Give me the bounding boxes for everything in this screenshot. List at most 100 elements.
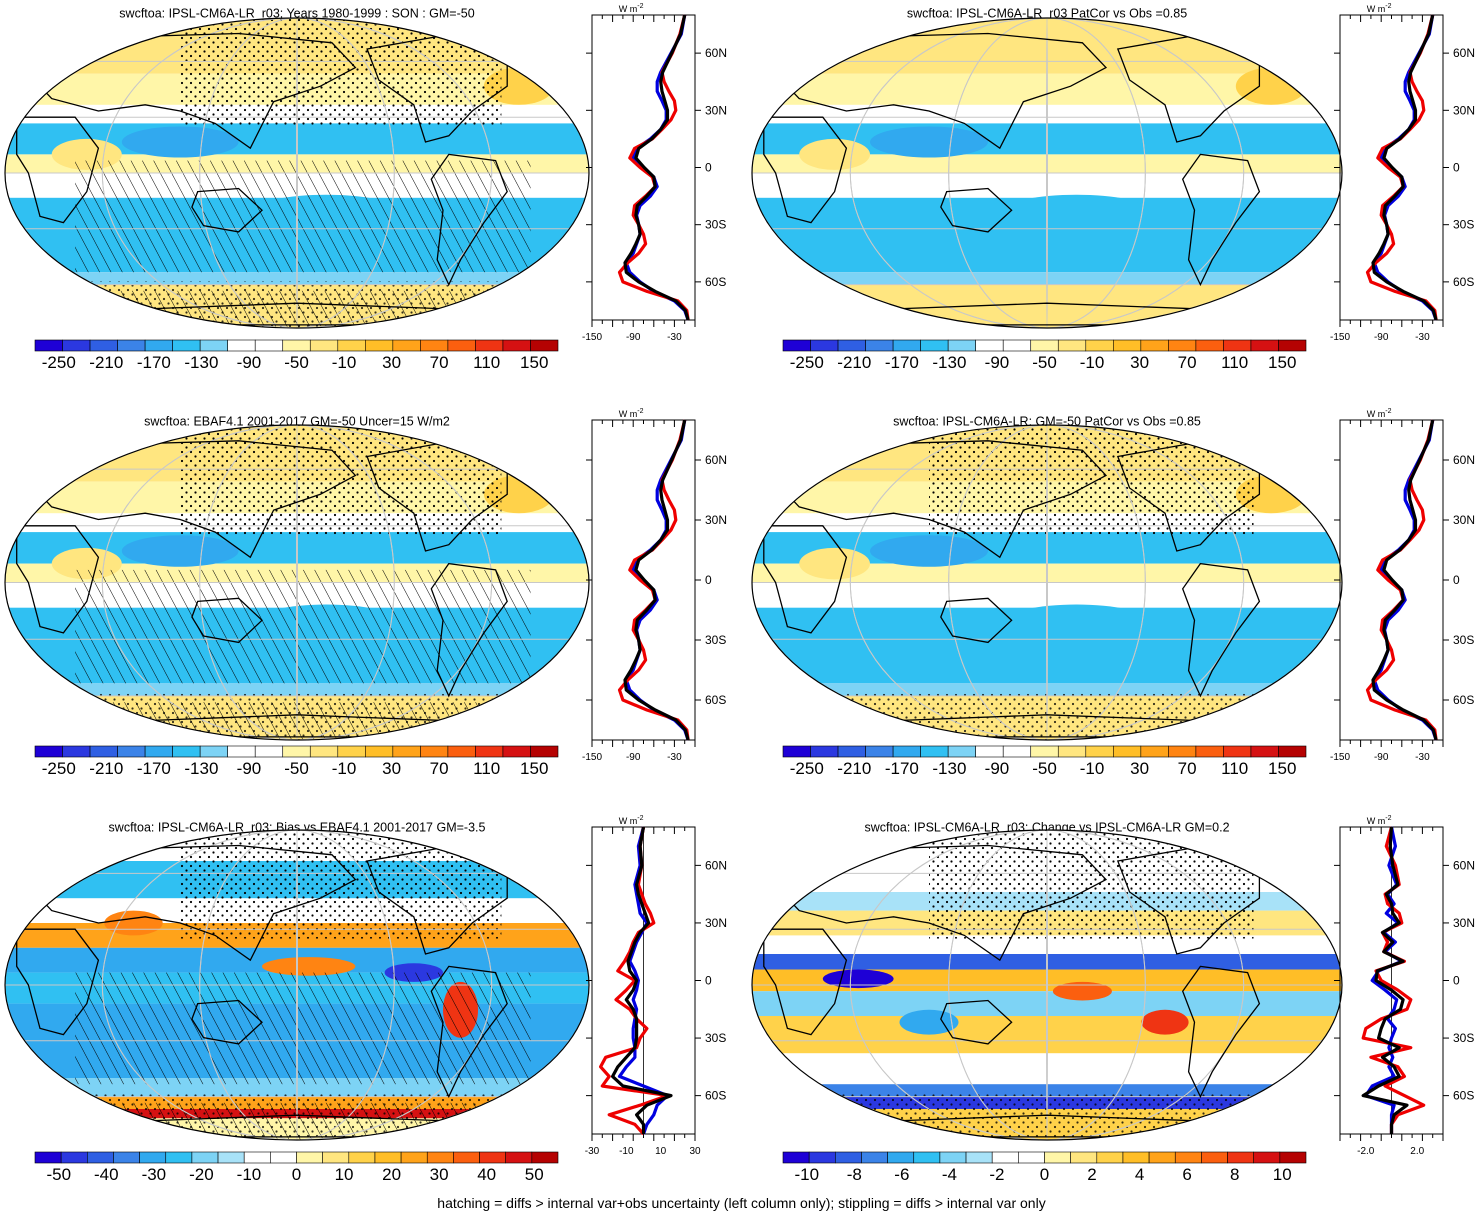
colorbar-swatch	[227, 745, 256, 758]
coastline-eurasia	[762, 440, 1108, 559]
colorbar-swatch	[348, 1151, 376, 1164]
profile-xtick-label: -150	[582, 752, 602, 763]
profile-lat-label: 60S	[1453, 275, 1474, 289]
colorbar-swatch	[139, 1151, 167, 1164]
map-field	[5, 18, 589, 328]
profile-lat-label: 30S	[705, 218, 726, 232]
map-anomaly	[121, 535, 239, 567]
coastline-africa	[763, 525, 848, 634]
colorbar-swatch	[374, 1151, 402, 1164]
colorbar-label: -4	[942, 1165, 957, 1184]
colorbar-label: -170	[885, 759, 919, 778]
map-field	[5, 830, 589, 1140]
colorbar-swatch	[420, 339, 449, 352]
colorbar-label: -90	[237, 759, 262, 778]
colorbar-label: -50	[1032, 353, 1057, 372]
colorbar-label: -170	[885, 353, 919, 372]
coastline-africa	[763, 116, 848, 224]
colorbar-swatch	[975, 339, 1004, 352]
profile-line-blue	[624, 14, 690, 321]
colorbar-label: -10	[1080, 353, 1105, 372]
colorbar-swatch	[1250, 339, 1279, 352]
profile-xtick-label: -150	[1330, 752, 1350, 763]
map-anomaly	[1052, 981, 1112, 1001]
colorbar-swatch	[502, 745, 531, 758]
colorbar-swatch	[217, 1151, 245, 1164]
colorbar-swatch	[837, 339, 866, 352]
profile-line-blue	[617, 826, 670, 1135]
colorbar-swatch	[400, 1151, 428, 1164]
colorbar-swatch	[530, 339, 559, 352]
colorbar-swatch	[426, 1151, 454, 1164]
units-label: W m-2	[1367, 815, 1392, 826]
profile-line-blue	[1364, 826, 1404, 1134]
map-field	[5, 425, 589, 740]
panel-top-left: swcftoa: IPSL-CM6A-LR_r03: Years 1980-19…	[4, 3, 727, 372]
colorbar-swatch	[447, 339, 476, 352]
colorbar-swatch	[861, 1151, 888, 1164]
colorbar-swatch	[172, 339, 201, 352]
graticule-meridian	[296, 830, 298, 1140]
colorbar-swatch	[892, 745, 921, 758]
colorbar-swatch	[1113, 339, 1142, 352]
profile-line-red	[1361, 826, 1426, 1134]
colorbar-swatch	[1201, 1151, 1228, 1164]
colorbar-label: 110	[473, 353, 500, 372]
colorbar-swatch	[254, 745, 284, 758]
map-outline	[4, 424, 590, 741]
profile-xtick-label: 10	[655, 1146, 667, 1157]
colorbar-label: -50	[284, 353, 309, 372]
profile-lat-label: 30N	[1453, 103, 1475, 117]
colorbar-label: -210	[837, 759, 871, 778]
profile-lat-label: 30S	[705, 633, 726, 647]
coastline-samerica	[430, 153, 508, 287]
graticule-meridian	[849, 425, 1245, 740]
colorbar-label: 110	[473, 759, 500, 778]
colorbar-swatch	[337, 339, 366, 352]
profile-xtick-label: -2.0	[1357, 1146, 1375, 1157]
colorbar-swatch	[270, 1151, 297, 1164]
colorbar-label: -250	[790, 759, 824, 778]
colorbar-label: 30	[382, 759, 401, 778]
profile-lat-label: 60S	[1453, 693, 1474, 707]
colorbar-swatch	[337, 745, 366, 758]
zonal-profile: W m-2 -150 -90 -30 60N 30N 0 30S 60S	[582, 3, 727, 343]
profile-lat-label: 0	[705, 573, 712, 587]
map-anomaly	[121, 126, 239, 158]
profile-xtick-label: -30	[1415, 332, 1430, 343]
colorbar: -50 -40 -30 -20 -10 0 10 20 30 40 50	[34, 1151, 559, 1184]
colorbar-label: -130	[932, 353, 966, 372]
graticule-meridian	[948, 830, 1146, 1140]
graticule-meridian	[101, 18, 493, 328]
coastline-africa	[16, 525, 100, 634]
graticule-meridian	[849, 830, 1245, 1140]
map-anomaly	[1141, 1009, 1189, 1035]
coastline-australia	[191, 597, 263, 644]
profile-xtick-label: -150	[1330, 332, 1350, 343]
graticule-meridian	[1046, 830, 1048, 1140]
map-anomaly	[799, 547, 870, 580]
colorbar-swatch	[1279, 1151, 1307, 1164]
colorbar-label: -130	[184, 759, 218, 778]
profile-lat-label: 60N	[1453, 858, 1475, 872]
colorbar-label: -90	[237, 353, 262, 372]
panel-bottom-right: swcftoa: IPSL-CM6A-LR_r03: Change vs IPS…	[751, 815, 1475, 1184]
coastline-australia	[940, 597, 1013, 644]
profile-lat-label: 0	[705, 974, 712, 988]
colorbar-swatch	[1085, 339, 1114, 352]
colorbar-label: 30	[382, 353, 401, 372]
map-anomaly	[104, 910, 163, 936]
profile-lat-label: 60S	[705, 275, 726, 289]
colorbar: -10 -8 -6 -4 -2 0 2 4 6 8 10	[782, 1151, 1307, 1184]
colorbar-swatch	[117, 745, 146, 758]
colorbar-label: -210	[89, 353, 123, 372]
colorbar-label: 110	[1221, 759, 1248, 778]
profile-xtick-label: 30	[689, 1146, 701, 1157]
profile-lat-label: 0	[705, 161, 712, 175]
colorbar-swatch	[1140, 745, 1169, 758]
map-anomaly	[1235, 67, 1307, 105]
graticule-meridian	[296, 425, 298, 740]
colorbar-swatch	[502, 339, 531, 352]
colorbar-swatch	[505, 1151, 533, 1164]
colorbar-swatch	[991, 1151, 1019, 1164]
